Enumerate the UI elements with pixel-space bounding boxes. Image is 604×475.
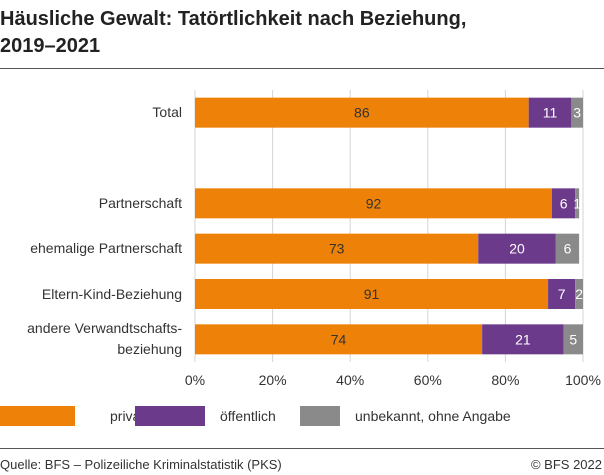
source: Quelle: BFS – Polizeiliche Kriminalstati… — [0, 457, 282, 472]
y-tick-label: Eltern-Kind-Beziehung — [41, 285, 182, 302]
legend-swatch — [0, 406, 75, 426]
bar-segment — [195, 188, 552, 219]
value-label: 92 — [366, 195, 382, 211]
legend-swatch — [135, 406, 205, 426]
x-tick-label: 40% — [336, 372, 364, 388]
value-label: 74 — [331, 331, 347, 347]
value-label: 7 — [558, 286, 566, 302]
y-tick-label: ehemalige Partnerschaft — [30, 240, 182, 257]
bar-segment — [571, 97, 583, 128]
value-label: 91 — [364, 286, 380, 302]
bar-segment — [555, 233, 580, 264]
x-tick-label: 60% — [414, 372, 442, 388]
y-tick-label: Partnerschaft — [98, 194, 182, 211]
value-label: 20 — [509, 241, 525, 257]
bar-segment — [195, 233, 479, 264]
x-tick-label: 20% — [259, 372, 287, 388]
value-label: 21 — [515, 331, 531, 347]
x-tick-label: 100% — [565, 372, 601, 388]
bar-segment — [548, 279, 576, 309]
chart-title: Häusliche Gewalt: Tatörtlichkeit nach Be… — [0, 8, 467, 57]
bar-segment — [195, 324, 483, 355]
value-label: 6 — [564, 241, 572, 257]
x-tick-label: 80% — [491, 372, 519, 388]
value-label: 2 — [575, 286, 583, 302]
value-label: 86 — [354, 105, 370, 121]
bar-segment — [575, 188, 580, 219]
x-tick-label: 0% — [185, 372, 205, 388]
bar-segment — [575, 279, 583, 309]
bar-segment — [563, 324, 583, 355]
y-tick-label: Total — [152, 104, 182, 121]
value-label: 3 — [573, 105, 581, 121]
bar-segment — [528, 97, 572, 128]
legend-label: öffentlich — [220, 408, 276, 424]
legend-label: unbekannt, ohne Angabe — [355, 408, 511, 424]
bar-segment — [195, 97, 529, 128]
value-label: 5 — [569, 331, 577, 347]
copyright: © BFS 2022 — [530, 457, 602, 472]
legend-swatch — [300, 406, 340, 426]
value-label: 73 — [329, 241, 345, 257]
value-label: 1 — [573, 195, 581, 211]
bar-segment — [195, 279, 549, 309]
bar-segment — [482, 324, 564, 355]
y-tick-label: andere Verwandtschafts- beziehung — [27, 320, 182, 358]
bar-segment — [551, 188, 576, 219]
value-label: 11 — [543, 105, 558, 121]
value-label: 6 — [560, 195, 568, 211]
bar-segment — [478, 233, 556, 264]
